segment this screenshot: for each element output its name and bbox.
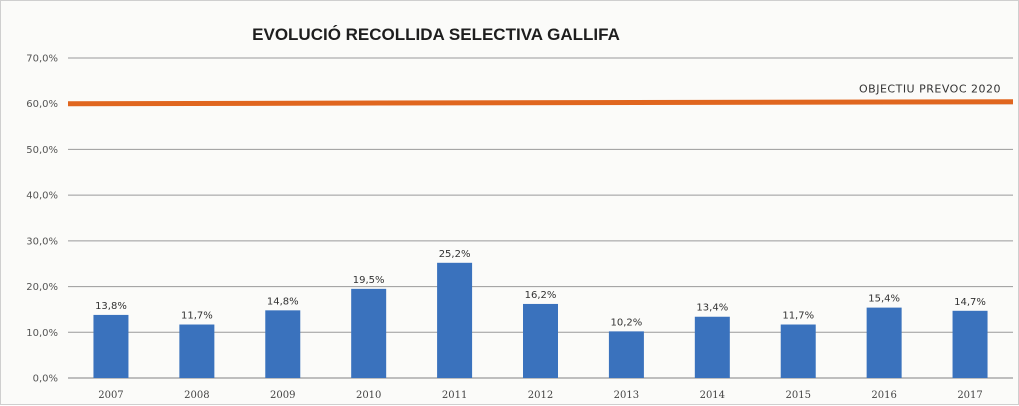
bar — [265, 310, 301, 378]
x-tick-label: 2013 — [614, 390, 639, 401]
bar — [437, 262, 473, 378]
bar — [866, 307, 902, 378]
x-tick-label: 2016 — [871, 390, 896, 401]
data-label: 14,7% — [954, 297, 986, 308]
data-label: 25,2% — [439, 249, 471, 260]
bar — [179, 324, 215, 378]
data-label: 10,2% — [611, 317, 643, 328]
x-tick-label: 2011 — [442, 390, 467, 401]
x-tick-label: 2014 — [700, 390, 725, 401]
y-tick-label: 60,0% — [26, 99, 58, 110]
y-axis-ticks: 0,0% 10,0% 20,0% 30,0% 40,0% 50,0% 60,0% 70,0% — [26, 54, 58, 385]
x-tick-label: 2017 — [957, 390, 982, 401]
chart-title: EVOLUCIÓ RECOLLIDA SELECTIVA GALLIFA — [252, 25, 620, 44]
x-tick-label: 2010 — [356, 390, 381, 401]
x-tick-label: 2007 — [98, 390, 123, 401]
data-label: 13,4% — [696, 303, 728, 314]
target-label: OBJECTIU PREVOC 2020 — [859, 83, 1001, 96]
x-tick-label: 2015 — [786, 390, 811, 401]
y-tick-label: 30,0% — [26, 236, 58, 247]
y-tick-label: 10,0% — [26, 328, 58, 339]
data-label: 19,5% — [353, 275, 385, 286]
data-label: 14,8% — [267, 296, 299, 307]
bar — [608, 331, 644, 378]
bars — [93, 262, 988, 378]
x-axis-ticks: 2007 2008 2009 2010 2011 2012 2013 2014 2015 2016… — [98, 390, 983, 401]
data-label: 16,2% — [525, 290, 557, 301]
data-label: 13,8% — [95, 301, 127, 312]
target-line-group: OBJECTIU PREVOC 2020 — [67, 83, 1014, 107]
x-tick-label: 2012 — [528, 390, 553, 401]
data-label: 11,7% — [782, 311, 814, 322]
y-tick-label: 0,0% — [33, 374, 58, 385]
target-line — [67, 99, 1014, 107]
bar — [523, 303, 558, 378]
x-tick-label: 2009 — [270, 390, 295, 401]
bar — [952, 310, 988, 378]
data-label: 15,4% — [868, 294, 900, 305]
bar — [93, 314, 129, 378]
y-tick-label: 70,0% — [26, 54, 58, 65]
data-label: 11,7% — [181, 311, 213, 322]
y-tick-label: 50,0% — [26, 145, 58, 156]
bar — [694, 316, 730, 378]
y-tick-label: 20,0% — [26, 282, 58, 293]
bar — [780, 324, 816, 378]
y-tick-label: 40,0% — [26, 191, 58, 202]
x-tick-label: 2008 — [184, 390, 209, 401]
data-labels: 13,8% 11,7% 14,8% 19,5% 25,2% 16,2% 10,2% 13,4%… — [95, 249, 986, 329]
bar — [351, 288, 387, 378]
